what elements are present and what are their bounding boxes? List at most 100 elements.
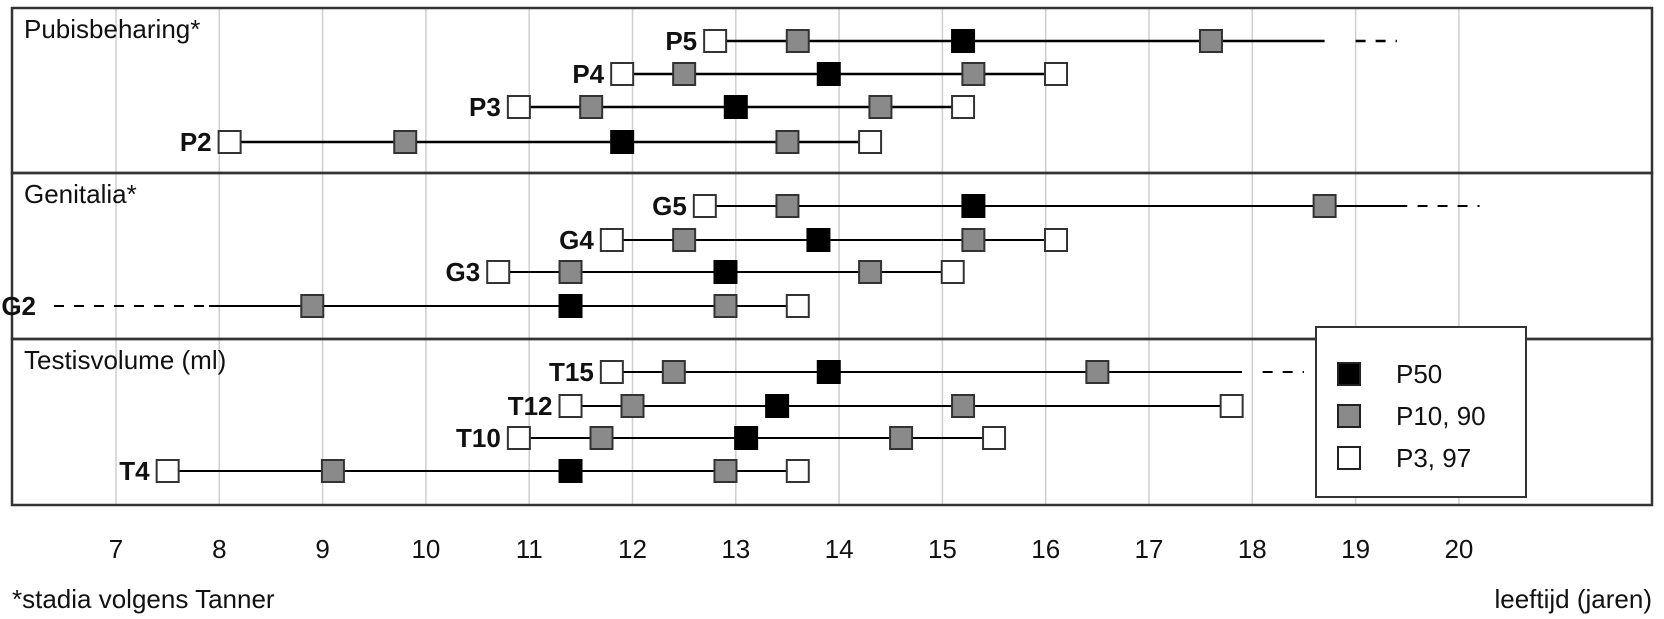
range-row-p3: P3	[469, 92, 976, 122]
legend-swatch	[1337, 446, 1361, 470]
range-row-g3: G3	[446, 257, 965, 287]
p10-marker	[620, 394, 645, 418]
p3-marker	[692, 194, 717, 218]
x-tick-label: 14	[825, 534, 854, 564]
p90-marker	[775, 130, 800, 154]
x-axis-label: leeftijd (jaren)	[1494, 584, 1652, 614]
p10-marker	[579, 95, 604, 119]
x-tick-label: 18	[1238, 534, 1267, 564]
legend-swatch	[1337, 362, 1361, 386]
panel-title: Genitalia*	[24, 179, 137, 209]
p97-marker	[940, 260, 965, 284]
range-row-t15: T15	[549, 357, 1304, 387]
p10-marker	[589, 426, 614, 450]
p3-marker	[558, 394, 583, 418]
x-tick-label: 19	[1341, 534, 1370, 564]
x-tick-label: 15	[928, 534, 957, 564]
p90-marker	[961, 228, 986, 252]
p97-marker	[1044, 228, 1069, 252]
range-row-g4: G4	[559, 225, 1069, 255]
p50-marker	[951, 29, 976, 53]
grid-lines	[115, 8, 1460, 505]
p97-marker	[982, 426, 1007, 450]
x-tick-label: 20	[1444, 534, 1473, 564]
p10-marker	[300, 294, 325, 318]
p3-marker	[599, 228, 624, 252]
p10-marker	[672, 228, 697, 252]
p90-marker	[1085, 360, 1110, 384]
row-label: G5	[652, 191, 687, 221]
range-row-p2: P2	[180, 127, 883, 157]
p97-marker	[785, 294, 810, 318]
p97-marker	[1219, 394, 1244, 418]
x-tick-label: 12	[618, 534, 647, 564]
p90-marker	[1312, 194, 1337, 218]
p90-marker	[1198, 29, 1223, 53]
panel-frame	[10, 337, 1654, 507]
range-row-t4: T4	[119, 456, 810, 486]
p90-marker	[868, 95, 893, 119]
p10-marker	[661, 360, 686, 384]
p10-marker	[775, 194, 800, 218]
p50-marker	[558, 294, 583, 318]
x-tick-label: 11	[516, 534, 543, 564]
p97-marker	[785, 459, 810, 483]
panel-frame	[10, 171, 1654, 341]
range-row-t12: T12	[508, 391, 1244, 421]
range-row-g5: G5	[652, 191, 1480, 221]
p90-marker	[858, 260, 883, 284]
p50-marker	[713, 260, 738, 284]
legend-swatch	[1337, 404, 1361, 428]
x-tick-label: 13	[721, 534, 750, 564]
x-tick-label: 17	[1135, 534, 1164, 564]
range-row-g2: G2	[1, 291, 810, 321]
x-tick-label: 7	[109, 534, 123, 564]
p10-marker	[785, 29, 810, 53]
p10-marker	[393, 130, 418, 154]
p3-marker	[506, 426, 531, 450]
p10-marker	[672, 62, 697, 86]
p50-marker	[806, 228, 831, 252]
legend-entry-p50: P50	[1337, 359, 1442, 389]
row-label: T10	[456, 423, 501, 453]
p90-marker	[713, 294, 738, 318]
legend-entry-p10-90: P10, 90	[1337, 401, 1486, 431]
p10-marker	[320, 459, 345, 483]
row-label: P4	[572, 59, 604, 89]
p90-marker	[889, 426, 914, 450]
p50-marker	[816, 62, 841, 86]
p50-marker	[558, 459, 583, 483]
p90-marker	[951, 394, 976, 418]
panel-title: Testisvolume (ml)	[24, 345, 226, 375]
row-label: T15	[549, 357, 594, 387]
p50-marker	[961, 194, 986, 218]
p50-marker	[610, 130, 635, 154]
p90-marker	[713, 459, 738, 483]
p3-marker	[486, 260, 511, 284]
p97-marker	[1044, 62, 1069, 86]
panel-frame	[10, 6, 1654, 175]
p3-marker	[155, 459, 180, 483]
x-tick-label: 9	[315, 534, 329, 564]
p90-marker	[961, 62, 986, 86]
p10-marker	[558, 260, 583, 284]
p50-marker	[765, 394, 790, 418]
row-label: P5	[665, 26, 697, 56]
row-label: T12	[508, 391, 553, 421]
p3-marker	[610, 62, 635, 86]
legend-label: P10, 90	[1396, 401, 1486, 431]
range-row-p4: P4	[572, 59, 1069, 89]
panels: Pubisbeharing* Genitalia* Testisvolume (ml…	[10, 6, 1654, 507]
p3-marker	[703, 29, 728, 53]
range-row-t10: T10	[456, 423, 1007, 453]
p50-marker	[816, 360, 841, 384]
row-label: T4	[119, 456, 150, 486]
p3-marker	[217, 130, 242, 154]
x-tick-label: 16	[1031, 534, 1060, 564]
row-label: G3	[446, 257, 481, 287]
legend-label: P50	[1396, 359, 1442, 389]
row-label: P2	[180, 127, 212, 157]
range-row-p5: P5	[665, 26, 1397, 56]
